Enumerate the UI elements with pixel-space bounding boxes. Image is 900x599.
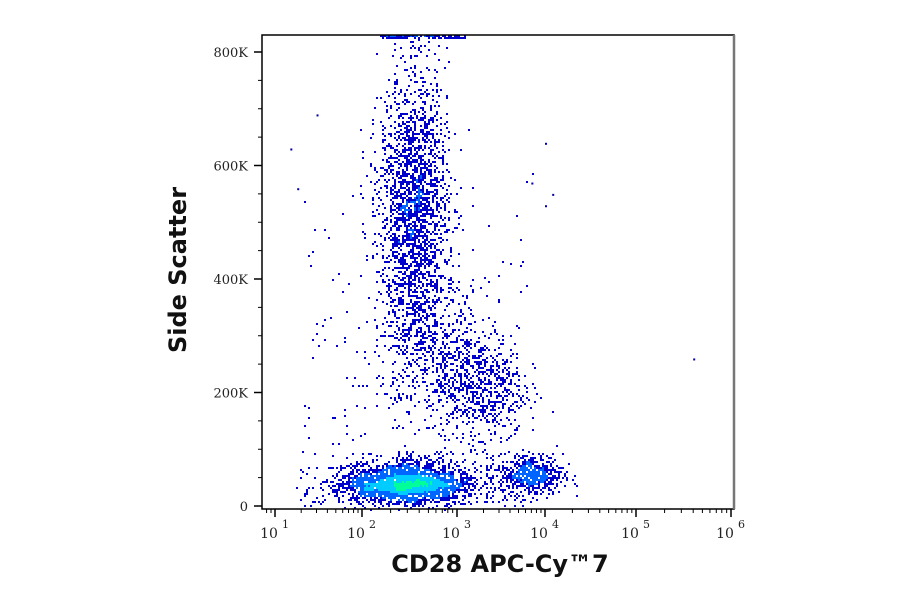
y-tick-label: 600K — [213, 160, 248, 175]
outlier-event — [552, 193, 555, 196]
outlier-event — [545, 142, 547, 145]
x-tick-exponent: 2 — [369, 518, 376, 531]
y-axis-label-text: Side Scatter — [164, 186, 192, 354]
x-axis: 10 1 10 2 10 3 10 4 10 5 10 6 — [260, 509, 745, 542]
x-tick-exponent: 4 — [552, 518, 559, 531]
outlier-event — [290, 148, 293, 151]
x-tick-label: 10 — [347, 526, 365, 542]
outlier-event — [693, 358, 696, 361]
y-axis: 0 200K 400K 600K 800K — [213, 46, 262, 515]
y-tick-label: 200K — [213, 387, 248, 402]
plot-frame — [261, 34, 735, 510]
x-tick-exponent: 6 — [738, 518, 745, 531]
x-tick-label: 10 — [260, 526, 278, 542]
x-tick-exponent: 3 — [464, 518, 471, 531]
y-tick-label: 0 — [240, 500, 248, 515]
y-tick-label: 800K — [213, 46, 248, 61]
y-tick-label: 400K — [213, 273, 248, 288]
scatter-points — [290, 35, 696, 511]
outlier-event — [316, 114, 319, 117]
y-axis-label: Side Scatter — [158, 175, 198, 365]
x-tick-exponent: 1 — [282, 518, 289, 531]
x-axis-label: CD28 APC-Cy™7 — [391, 550, 609, 578]
x-tick-label: 10 — [442, 526, 460, 542]
x-tick-exponent: 5 — [643, 518, 650, 531]
outlier-event — [297, 188, 300, 191]
outlier-event — [531, 182, 534, 185]
x-tick-label: 10 — [716, 526, 734, 542]
x-tick-label: 10 — [530, 526, 548, 542]
outlier-event — [545, 205, 547, 208]
x-tick-label: 10 — [621, 526, 639, 542]
